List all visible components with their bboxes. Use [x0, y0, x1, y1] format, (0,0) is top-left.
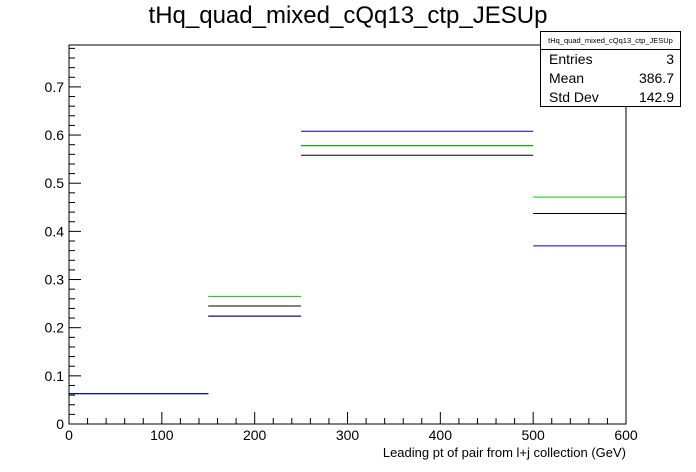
y-tick-label: 0: [56, 416, 64, 432]
y-tick-label: 0.2: [45, 320, 65, 336]
x-tick-label: 500: [521, 427, 545, 443]
x-tick-label: 200: [243, 427, 267, 443]
stats-label: Std Dev: [549, 89, 599, 105]
y-tick-label: 0.6: [45, 127, 65, 143]
x-tick-label: 400: [429, 427, 453, 443]
stats-value: 142.9: [638, 89, 674, 105]
stats-value: 3: [666, 51, 674, 67]
stats-label: Entries: [549, 51, 593, 67]
y-tick-label: 0.7: [45, 79, 65, 95]
x-tick-label: 300: [336, 427, 360, 443]
stats-box: tHq_quad_mixed_cQq13_ctp_JESUp Entries 3…: [540, 31, 681, 107]
x-tick-label: 100: [150, 427, 174, 443]
stats-value: 386.7: [638, 70, 674, 86]
stats-row-mean: Mean 386.7: [541, 69, 680, 88]
stats-row-entries: Entries 3: [541, 50, 680, 69]
x-axis-label: Leading pt of pair from l+j collection (…: [383, 445, 626, 460]
stats-row-stddev: Std Dev 142.9: [541, 88, 680, 107]
stats-box-title: tHq_quad_mixed_cQq13_ctp_JESUp: [541, 32, 680, 50]
axes-layer: 0 100 200 300 400 500 600 0 0.1 0.2 0.3 0.4 0.5 0.6 0.…: [45, 44, 638, 443]
y-tick-label: 0.5: [45, 175, 65, 191]
chart-title: tHq_quad_mixed_cQq13_ctp_JESUp: [148, 2, 548, 29]
series-layer: [69, 130, 626, 395]
x-tick-label: 600: [614, 427, 638, 443]
stats-label: Mean: [549, 70, 585, 86]
y-tick-label: 0.3: [45, 272, 65, 288]
x-tick-label: 0: [65, 427, 73, 443]
y-tick-label: 0.4: [45, 223, 65, 239]
y-tick-label: 0.1: [45, 368, 65, 384]
